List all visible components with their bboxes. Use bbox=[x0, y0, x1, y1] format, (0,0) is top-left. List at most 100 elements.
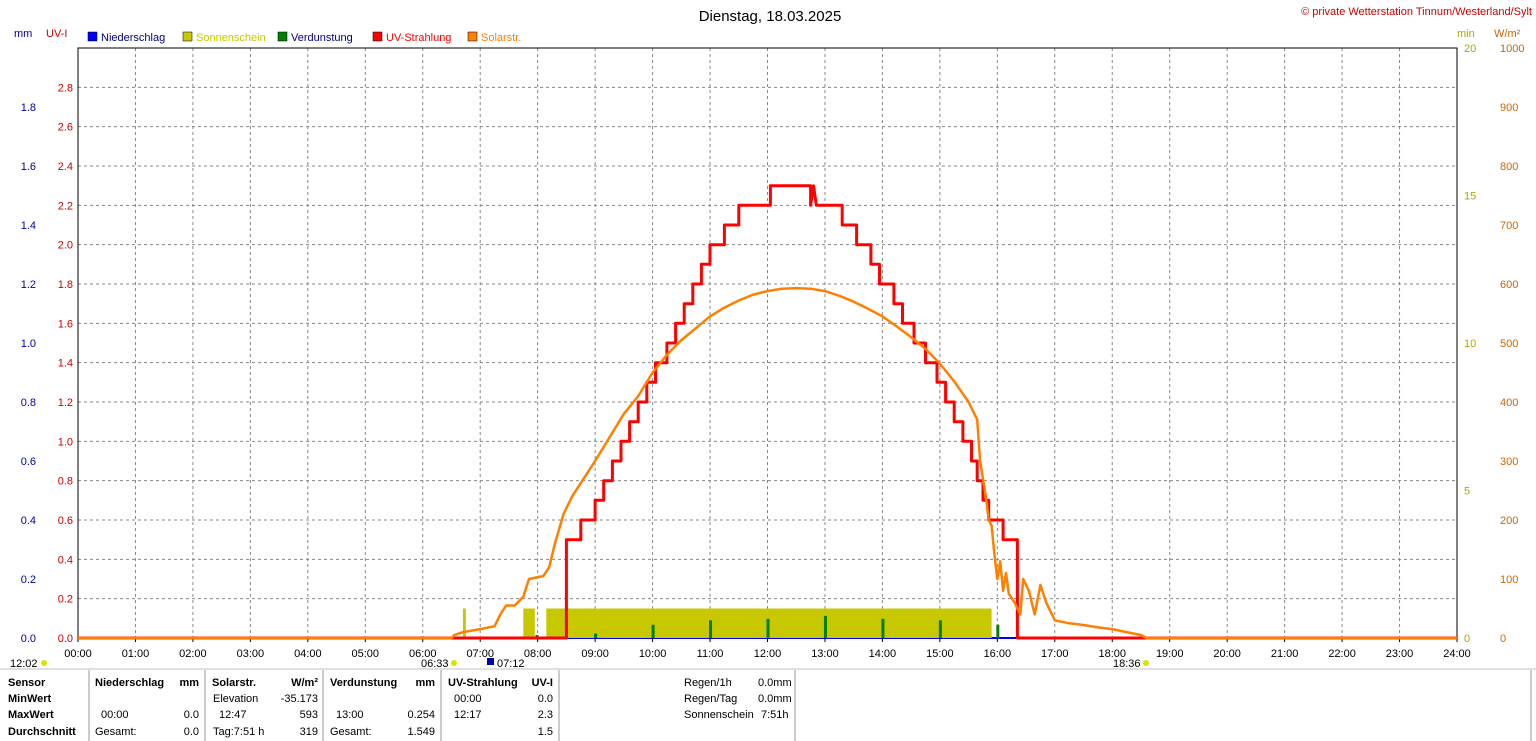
mm-tick-label: 0.2 bbox=[21, 574, 36, 586]
x-tick-label: 03:00 bbox=[237, 648, 265, 660]
mm-tick-label: 1.8 bbox=[21, 102, 36, 114]
wm2-tick-label: 900 bbox=[1500, 102, 1518, 114]
sunrise-sun-icon bbox=[451, 660, 457, 666]
uv-tick-label: 2.0 bbox=[58, 240, 73, 252]
row-min-c3: Elevation bbox=[213, 693, 258, 705]
row-max-c2: 0.0 bbox=[184, 709, 199, 721]
x-tick-label: 11:00 bbox=[697, 648, 724, 660]
table-header-verdunstung: Verdunstung bbox=[330, 677, 397, 689]
mm-tick-label: 0.8 bbox=[21, 397, 36, 409]
wm2-tick-label: 0 bbox=[1500, 633, 1506, 645]
evaporation-bar bbox=[881, 618, 885, 638]
y-axis-left: 0.0 0.2 0.4 0.6 0.8 1.0 1.2 1.4 1.6 1.8 0.0 0.2 0.4 0… bbox=[21, 82, 73, 645]
row-avg-c6: 1.549 bbox=[407, 726, 435, 738]
axis-label-wm2: W/m² bbox=[1494, 28, 1521, 40]
sunset-label: 18:36 bbox=[1113, 658, 1141, 670]
row-avg-c5: Gesamt: bbox=[330, 726, 372, 738]
x-tick-label: 24:00 bbox=[1443, 648, 1471, 660]
mm-tick-label: 0.0 bbox=[21, 633, 36, 645]
evaporation-bar bbox=[709, 620, 713, 638]
axis-label-min: min bbox=[1457, 28, 1475, 40]
uv-tick-label: 2.2 bbox=[58, 200, 73, 212]
x-tick-label: 04:00 bbox=[294, 648, 322, 660]
wm2-tick-label: 400 bbox=[1500, 397, 1518, 409]
mm-tick-label: 1.0 bbox=[21, 338, 36, 350]
side-value-regen1h: 0.0mm bbox=[758, 677, 792, 689]
min-tick-label: 5 bbox=[1464, 486, 1470, 498]
row-label-min: MinWert bbox=[8, 693, 52, 705]
mm-tick-label: 0.6 bbox=[21, 456, 36, 468]
x-tick-label: 22:00 bbox=[1328, 648, 1356, 660]
x-tick-label: 19:00 bbox=[1156, 648, 1184, 660]
row-min-c7: 00:00 bbox=[454, 693, 482, 705]
wm2-tick-label: 500 bbox=[1500, 338, 1518, 350]
min-tick-label: 15 bbox=[1464, 191, 1476, 203]
uv-tick-label: 0.0 bbox=[58, 633, 73, 645]
row-max-c6: 0.254 bbox=[407, 709, 435, 721]
uv-tick-label: 1.2 bbox=[58, 397, 73, 409]
solar-line bbox=[78, 286, 1457, 640]
row-avg-c8: 1.5 bbox=[538, 726, 553, 738]
x-tick-label: 05:00 bbox=[352, 648, 380, 660]
legend-swatch bbox=[467, 31, 478, 42]
legend-label: UV-Strahlung bbox=[386, 32, 451, 44]
x-tick-label: 02:00 bbox=[179, 648, 207, 660]
min-tick-label: 0 bbox=[1464, 633, 1470, 645]
x-tick-label: 17:00 bbox=[1041, 648, 1069, 660]
row-label-avg: Durchschnitt bbox=[8, 726, 76, 738]
table-header-wm2: W/m² bbox=[291, 677, 318, 689]
wm2-tick-label: 100 bbox=[1500, 574, 1518, 586]
wm2-tick-label: 300 bbox=[1500, 456, 1518, 468]
x-tick-label: 07:00 bbox=[466, 648, 494, 660]
solar-noon-sun-icon bbox=[41, 660, 47, 666]
row-min-c4: -35.173 bbox=[281, 693, 318, 705]
uv-line bbox=[78, 184, 1457, 640]
row-max-c7: 12:17 bbox=[454, 709, 482, 721]
evaporation-bar bbox=[996, 624, 1000, 638]
table-header-mm2: mm bbox=[415, 677, 435, 689]
wm2-tick-label: 700 bbox=[1500, 220, 1518, 232]
sunrise-label: 06:33 bbox=[421, 658, 449, 670]
wm2-tick-label: 200 bbox=[1500, 515, 1518, 527]
uv-tick-label: 0.2 bbox=[58, 594, 73, 606]
row-max-c1: 00:00 bbox=[101, 709, 129, 721]
table-header-uv: UV-Strahlung bbox=[448, 677, 518, 689]
side-label-sonnenschein: Sonnenschein bbox=[684, 709, 754, 721]
chart-grid bbox=[77, 47, 1458, 639]
sunset-sun-icon bbox=[1143, 660, 1149, 666]
sunshine-bar bbox=[523, 608, 535, 638]
x-tick-label: 21:00 bbox=[1271, 648, 1299, 660]
time-markers: 12:02 06:33 07:12 18:36 bbox=[10, 658, 1149, 670]
x-tick-label: 16:00 bbox=[984, 648, 1012, 660]
row-avg-c3: Tag:7:51 h bbox=[213, 726, 264, 738]
solar-noon-label: 12:02 bbox=[10, 658, 38, 670]
uv-tick-label: 0.4 bbox=[58, 554, 73, 566]
x-tick-label: 06:00 bbox=[409, 648, 437, 660]
side-value-sonnenschein: 7:51h bbox=[761, 709, 789, 721]
mode-marker-icon bbox=[487, 658, 494, 665]
mm-tick-label: 1.2 bbox=[21, 279, 36, 291]
evaporation-bar bbox=[938, 620, 942, 638]
legend-label: Solarstr. bbox=[481, 32, 521, 44]
x-tick-label: 20:00 bbox=[1213, 648, 1241, 660]
side-label-regen1h: Regen/1h bbox=[684, 677, 732, 689]
legend-label: Sonnenschein bbox=[196, 32, 266, 44]
x-tick-label: 23:00 bbox=[1386, 648, 1414, 660]
uv-tick-label: 0.8 bbox=[58, 476, 73, 488]
x-tick-label: 08:00 bbox=[524, 648, 552, 660]
credit-text: © private Wetterstation Tinnum/Westerlan… bbox=[1301, 6, 1532, 18]
axis-label-uv: UV-I bbox=[46, 28, 67, 40]
row-max-c3: 12:47 bbox=[219, 709, 247, 721]
uv-tick-label: 2.4 bbox=[58, 161, 73, 173]
row-max-c4: 593 bbox=[300, 709, 318, 721]
table-header-mm1: mm bbox=[179, 677, 199, 689]
table-header-solarstr: Solarstr. bbox=[212, 677, 256, 689]
mm-tick-label: 1.6 bbox=[21, 161, 36, 173]
x-tick-label: 13:00 bbox=[811, 648, 839, 660]
x-tick-label: 14:00 bbox=[869, 648, 897, 660]
x-tick-label: 12:00 bbox=[754, 648, 782, 660]
uv-tick-label: 2.6 bbox=[58, 122, 73, 134]
chart-title: Dienstag, 18.03.2025 bbox=[699, 8, 842, 25]
side-value-regentag: 0.0mm bbox=[758, 693, 792, 705]
